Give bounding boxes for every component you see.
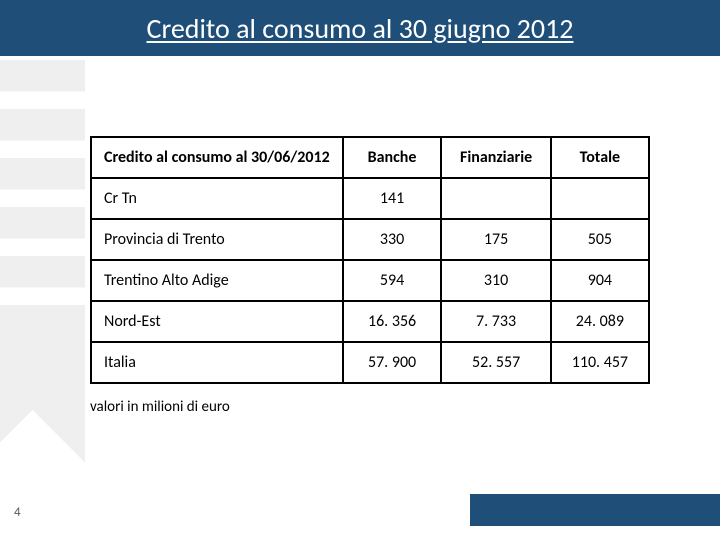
cell-banche: 330	[343, 219, 442, 260]
row-label: Trentino Alto Adige	[91, 260, 343, 301]
content-area: Credito al consumo al 30/06/2012 Banche …	[0, 56, 720, 416]
table-row: Trentino Alto Adige 594 310 904	[91, 260, 649, 301]
footnote: valori in milioni di euro	[90, 398, 650, 416]
cell-totale: 110. 457	[551, 342, 649, 383]
col-header-label: Credito al consumo al 30/06/2012	[91, 137, 343, 178]
row-label: Nord-Est	[91, 301, 343, 342]
cell-totale: 904	[551, 260, 649, 301]
cell-banche: 594	[343, 260, 442, 301]
cell-totale	[551, 178, 649, 219]
row-label: Italia	[91, 342, 343, 383]
cell-finanziarie: 175	[441, 219, 550, 260]
col-header-finanziarie: Finanziarie	[441, 137, 550, 178]
table-row: Nord-Est 16. 356 7. 733 24. 089	[91, 301, 649, 342]
col-header-totale: Totale	[551, 137, 649, 178]
cell-finanziarie: 310	[441, 260, 550, 301]
table-row: Cr Tn 141	[91, 178, 649, 219]
cell-totale: 24. 089	[551, 301, 649, 342]
data-table: Credito al consumo al 30/06/2012 Banche …	[90, 136, 650, 384]
cell-banche: 141	[343, 178, 442, 219]
cell-banche: 16. 356	[343, 301, 442, 342]
row-label: Provincia di Trento	[91, 219, 343, 260]
cell-totale: 505	[551, 219, 649, 260]
table-row: Provincia di Trento 330 175 505	[91, 219, 649, 260]
table-header-row: Credito al consumo al 30/06/2012 Banche …	[91, 137, 649, 178]
bottom-band	[470, 494, 720, 526]
page-number: 4	[14, 505, 21, 520]
slide-title: Credito al consumo al 30 giugno 2012	[147, 11, 574, 46]
cell-finanziarie: 52. 557	[441, 342, 550, 383]
cell-finanziarie: 7. 733	[441, 301, 550, 342]
table-row: Italia 57. 900 52. 557 110. 457	[91, 342, 649, 383]
col-header-banche: Banche	[343, 137, 442, 178]
title-band: Credito al consumo al 30 giugno 2012	[0, 0, 720, 56]
row-label: Cr Tn	[91, 178, 343, 219]
cell-finanziarie	[441, 178, 550, 219]
cell-banche: 57. 900	[343, 342, 442, 383]
